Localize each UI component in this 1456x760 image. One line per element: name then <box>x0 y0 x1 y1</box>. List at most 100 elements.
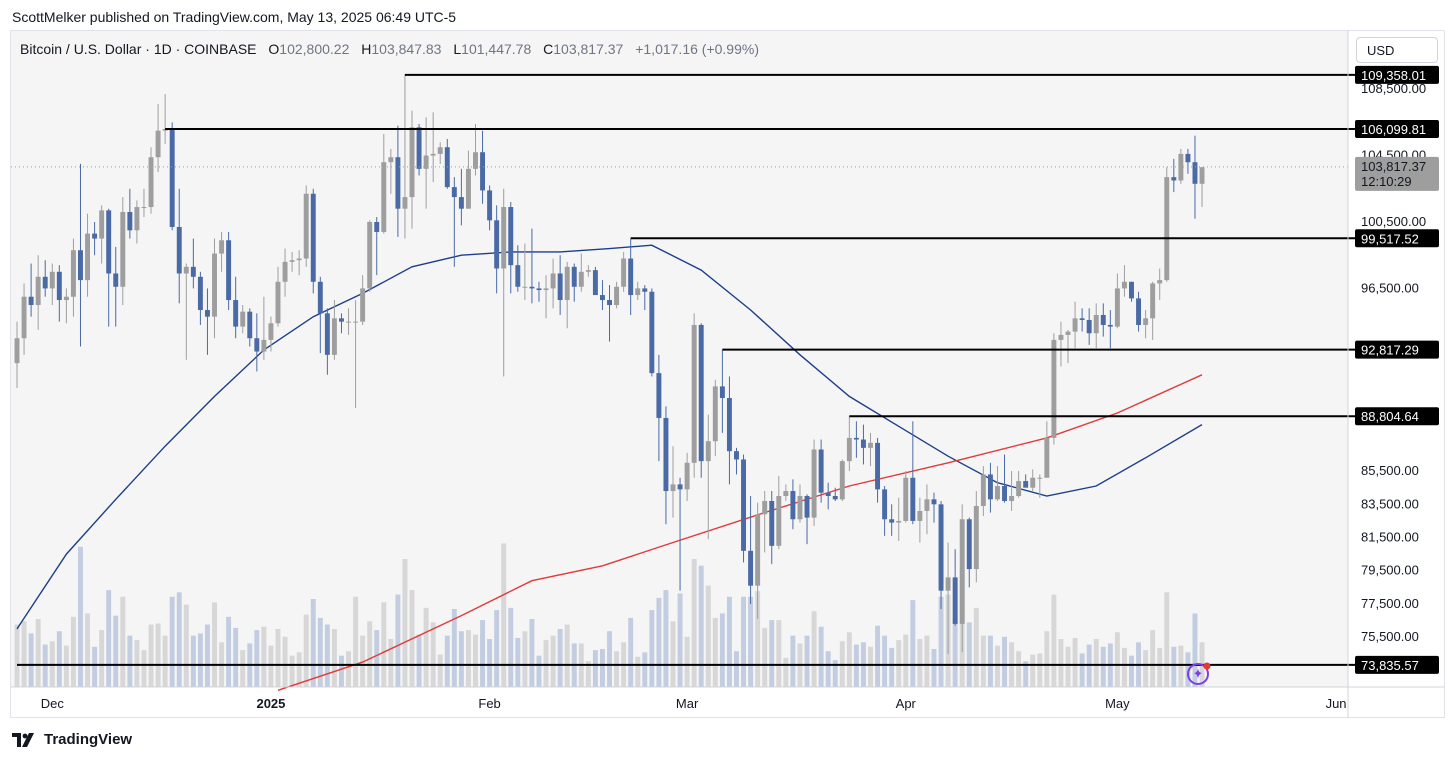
candle-body <box>261 339 267 352</box>
volume-bar <box>698 565 704 687</box>
candle-body <box>1157 280 1163 284</box>
candle-body <box>882 489 888 520</box>
candle-body <box>1178 153 1184 181</box>
candle-body <box>303 193 309 259</box>
volume-bar <box>233 627 239 687</box>
x-tick-label: Jun <box>1326 696 1347 711</box>
volume-bar <box>70 616 76 687</box>
high-label: H <box>361 41 372 57</box>
volume-bar <box>931 649 937 687</box>
candle-body <box>289 260 295 262</box>
plot-area[interactable] <box>11 31 1348 687</box>
candle-body <box>571 266 577 287</box>
footer-brand[interactable]: TradingView <box>12 731 132 748</box>
candle-body <box>127 212 133 231</box>
volume-bar <box>691 559 697 687</box>
candle-body <box>712 386 718 442</box>
volume-bar <box>374 630 380 687</box>
volume-bar <box>487 639 493 687</box>
volume-bar <box>1143 650 1149 687</box>
volume-bar <box>367 621 373 687</box>
candle-body <box>331 318 337 355</box>
candle-body <box>825 492 831 497</box>
candle-body <box>233 300 239 327</box>
candle-body <box>1016 481 1022 497</box>
volume-bar <box>480 620 486 687</box>
candle-body <box>592 270 598 296</box>
volume-bar <box>938 596 944 687</box>
sparkle-assistant-icon[interactable] <box>1187 662 1211 685</box>
volume-bar <box>56 631 62 687</box>
candle-body <box>480 152 486 191</box>
candle-body <box>176 226 182 274</box>
candle-body <box>268 323 274 340</box>
candle-body <box>63 296 69 301</box>
candle-body <box>959 519 965 624</box>
candle-body <box>395 157 401 209</box>
candle-body <box>649 291 655 374</box>
candle-body <box>846 437 852 462</box>
change-value: +1,017.16 (+0.99%) <box>635 41 759 57</box>
candle-body <box>804 496 810 518</box>
candle-body <box>684 462 690 490</box>
volume-bar <box>1016 651 1022 687</box>
volume-bar <box>987 635 993 687</box>
volume-bar <box>1164 592 1170 687</box>
candle-body <box>635 288 641 296</box>
volume-bar <box>896 640 902 687</box>
candle-body <box>663 417 669 492</box>
volume-bar <box>726 596 732 687</box>
candle-body <box>1192 162 1198 184</box>
volume-bar <box>183 604 189 687</box>
open-label: O <box>268 41 280 57</box>
volume-bar <box>783 657 789 687</box>
candle-body <box>811 449 817 518</box>
candle-body <box>1164 177 1170 281</box>
volume-bar <box>395 594 401 687</box>
level-price-tag <box>1355 229 1439 248</box>
candle-body <box>670 484 676 492</box>
level-price-label: 92,817.29 <box>1361 343 1419 358</box>
volume-bar <box>494 610 500 687</box>
candle-body <box>995 486 1000 500</box>
candle-body <box>1136 298 1142 325</box>
candle-body <box>508 207 514 266</box>
candle-body <box>966 519 972 570</box>
candle-body <box>529 286 535 289</box>
level-price-label: 73,835.57 <box>1361 658 1419 673</box>
candle-body <box>1030 477 1036 488</box>
candle-body <box>741 459 747 551</box>
candle-body <box>78 250 83 281</box>
candle-body <box>832 496 838 500</box>
volume-bar <box>289 655 295 687</box>
currency-selector[interactable]: USD <box>1356 37 1438 63</box>
volume-bar <box>536 655 542 687</box>
level-price-tag <box>1355 119 1439 138</box>
candle-body <box>212 253 217 317</box>
volume-bar <box>952 617 958 687</box>
volume-bar <box>240 650 246 687</box>
volume-bar <box>522 631 528 687</box>
volume-bar <box>317 617 323 687</box>
volume-bar <box>1079 653 1085 687</box>
volume-bar <box>92 646 98 687</box>
volume-bar <box>1065 646 1071 687</box>
candle-body <box>875 442 881 490</box>
candle-body <box>599 295 605 301</box>
candle-body <box>501 207 507 269</box>
candle-body <box>1058 334 1064 340</box>
candle-body <box>705 441 711 462</box>
candle-body <box>889 519 895 523</box>
volume-bar <box>966 622 972 687</box>
candle-body <box>1086 319 1092 334</box>
candle-body <box>346 321 351 323</box>
x-axis: Dec 2025 Feb Mar Apr May Jun <box>11 31 1445 718</box>
volume-bar <box>346 651 351 687</box>
level-price-label: 99,517.52 <box>1361 231 1419 246</box>
candle-body <box>134 207 140 231</box>
symbol-title[interactable]: Bitcoin / U.S. Dollar · 1D · COINBASE <box>20 41 257 57</box>
volume-bar <box>649 610 655 687</box>
volume-bar <box>1051 594 1057 687</box>
candle-body <box>931 499 937 505</box>
